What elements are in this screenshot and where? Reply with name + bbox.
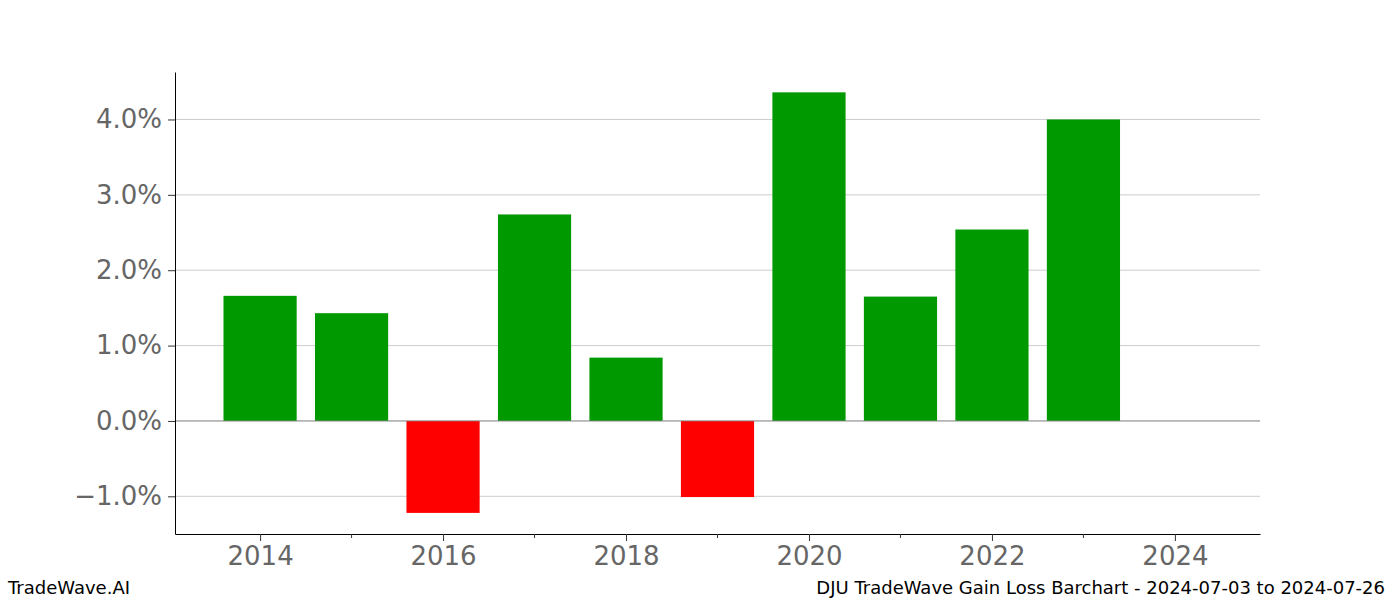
x-tick-mark (443, 534, 444, 541)
bar (955, 230, 1028, 421)
x-tick: 2022 (959, 534, 1025, 571)
y-tick-mark (168, 421, 175, 422)
y-tick-label: 4.0% (96, 104, 162, 134)
x-tick-label: 2016 (410, 541, 476, 571)
x-tick-mark (626, 534, 627, 541)
x-tick-label: 2020 (776, 541, 842, 571)
plot-area (175, 92, 1260, 513)
grid (175, 119, 1260, 496)
x-minor-tick (534, 534, 535, 538)
watermark: TradeWave.AI (7, 577, 130, 598)
y-tick: 0.0% (96, 406, 175, 436)
y-tick-mark (168, 346, 175, 347)
x-tick: 2018 (593, 534, 659, 571)
bar (406, 421, 479, 513)
y-tick-mark (168, 270, 175, 271)
bar (864, 297, 937, 421)
x-tick-label: 2018 (593, 541, 659, 571)
grid-line (175, 420, 1260, 421)
x-tick: 2014 (227, 534, 293, 571)
bar (1047, 119, 1120, 420)
y-tick-label: 2.0% (96, 255, 162, 285)
title: DJU TradeWave Gain Loss Barchart - 2024-… (816, 577, 1385, 598)
x-tick-label: 2024 (1142, 541, 1208, 571)
bar (681, 421, 754, 497)
bar (772, 92, 845, 421)
y-tick: 1.0% (96, 330, 175, 360)
bar (498, 214, 571, 421)
x-tick-mark (1175, 534, 1176, 541)
x-tick: 2016 (410, 534, 476, 571)
zero-line (175, 420, 1260, 421)
x-tick-label: 2014 (227, 541, 293, 571)
bar (315, 313, 388, 421)
x-tick-mark (809, 534, 810, 541)
y-tick-label: 3.0% (96, 180, 162, 210)
x-tick-mark (992, 534, 993, 541)
y-tick-label: 1.0% (96, 330, 162, 360)
y-tick-label: 0.0% (96, 406, 162, 436)
y-tick: 4.0% (96, 104, 175, 134)
x-axis: 2014 2016 2018 2020 2022 2024 (176, 534, 1261, 571)
x-tick-mark (260, 534, 261, 541)
y-tick-label: −1.0% (74, 481, 162, 511)
y-tick: 3.0% (96, 180, 175, 210)
chart: −1.0% 0.0% 1.0% 2.0% 3.0% 4.0% 2014 2016 2018 202… (0, 0, 1400, 600)
y-tick-mark (168, 119, 175, 120)
x-minor-tick (900, 534, 901, 538)
x-tick: 2024 (1142, 534, 1208, 571)
y-tick-mark (168, 496, 175, 497)
x-minor-tick (351, 534, 352, 538)
y-tick: −1.0% (74, 481, 175, 511)
y-axis: −1.0% 0.0% 1.0% 2.0% 3.0% 4.0% (74, 73, 175, 535)
bar (223, 296, 296, 421)
x-tick-label: 2022 (959, 541, 1025, 571)
y-tick-mark (168, 195, 175, 196)
x-minor-tick (717, 534, 718, 538)
bar (589, 358, 662, 421)
x-tick: 2020 (776, 534, 842, 571)
y-tick: 2.0% (96, 255, 175, 285)
y-axis-line (175, 73, 176, 535)
x-minor-tick (1083, 534, 1084, 538)
